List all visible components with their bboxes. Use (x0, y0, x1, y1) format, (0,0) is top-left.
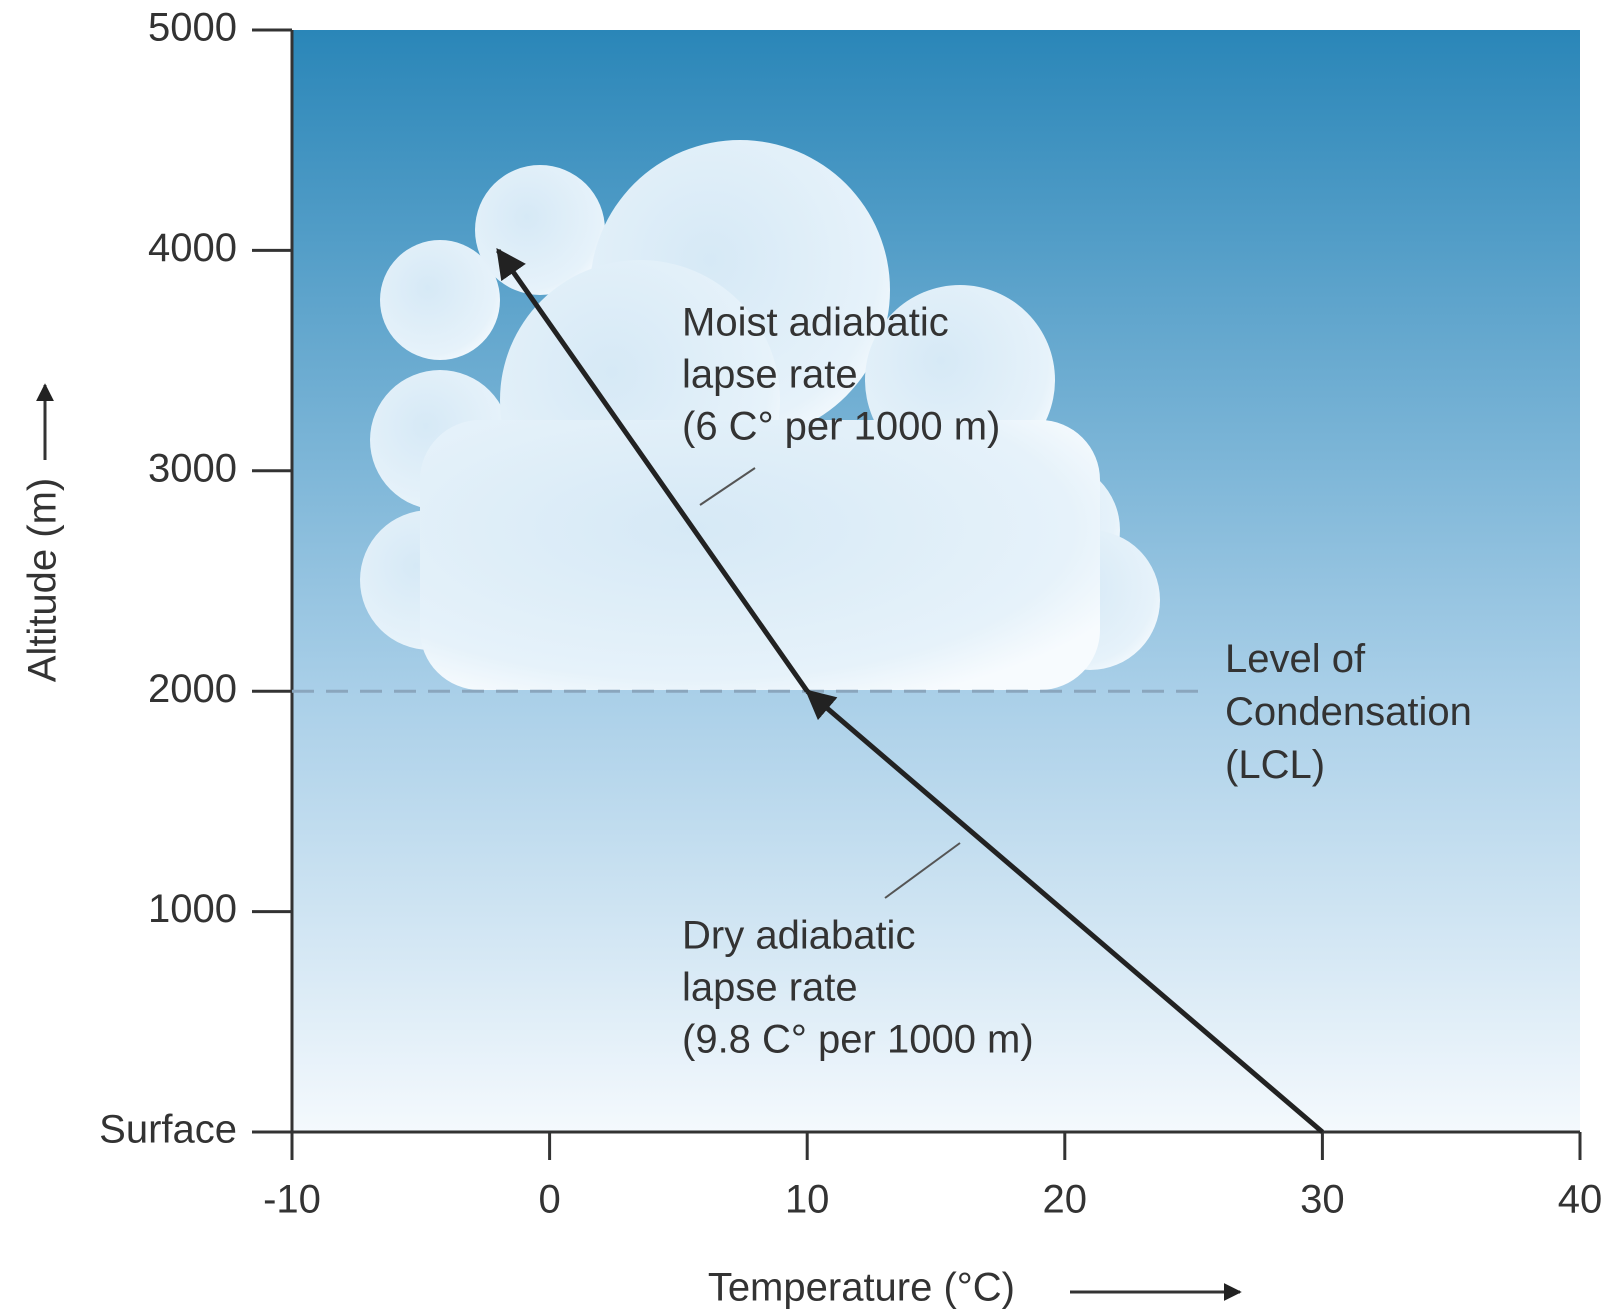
annotation: lapse rate (682, 966, 858, 1010)
leader-line (884, 842, 961, 899)
reference-label: (LCL) (1225, 743, 1325, 787)
cloud (360, 140, 1160, 690)
annotation: Moist adiabatic (682, 301, 949, 345)
x-tick-label: 20 (1043, 1178, 1088, 1222)
x-tick-label: 10 (785, 1178, 830, 1222)
annotation: lapse rate (682, 353, 858, 397)
y-tick-label: 2000 (148, 667, 237, 711)
y-tick-label: Surface (99, 1108, 237, 1152)
annotation: (9.8 C° per 1000 m) (682, 1018, 1034, 1062)
annotation: (6 C° per 1000 m) (682, 405, 1000, 449)
x-tick-label: 0 (538, 1178, 560, 1222)
y-tick-label: 5000 (148, 6, 237, 50)
reference-label: Level of (1225, 637, 1366, 681)
x-tick-label: -10 (263, 1178, 321, 1222)
y-axis-title: Altitude (m) (21, 478, 65, 683)
y-tick-label: 1000 (148, 887, 237, 931)
y-tick-label: 4000 (148, 226, 237, 270)
annotation: Dry adiabatic (682, 914, 915, 958)
lapse-line (496, 247, 810, 693)
x-tick-label: 30 (1300, 1178, 1345, 1222)
x-tick-label: 40 (1558, 1178, 1603, 1222)
leader-line (699, 467, 756, 506)
reference-label: Condensation (1225, 690, 1472, 734)
y-tick-label: 3000 (148, 446, 237, 490)
lapse-line (804, 689, 1325, 1134)
x-axis-title: Temperature (°C) (708, 1266, 1015, 1310)
